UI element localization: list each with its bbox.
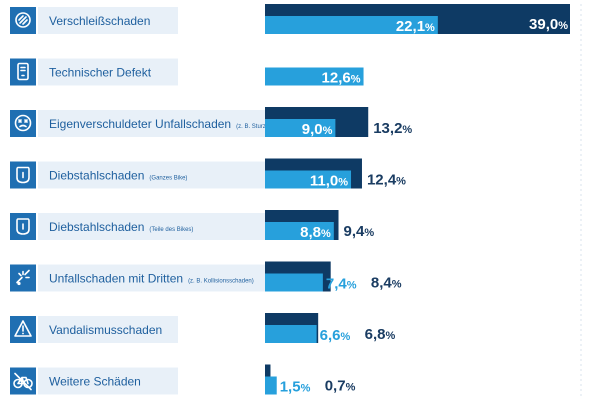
category-label-bg — [38, 264, 283, 292]
bar-light — [265, 376, 277, 395]
collision-icon — [10, 264, 36, 292]
value-label-light: 1,5% — [280, 379, 311, 396]
chart-row: Vandalismusschaden 6,8% 6,6% — [10, 313, 395, 344]
value-label-light: 9,0% — [302, 121, 333, 138]
category-label-bg — [38, 161, 283, 189]
value-label-dark: 6,8% — [365, 326, 396, 343]
bar-light — [265, 273, 323, 292]
chart-row: Diebstahlschaden (Ganzes Bike) 12,4% 11,0% — [10, 158, 406, 190]
category-label: Vandalismusschaden — [49, 323, 162, 337]
bicycle-icon — [10, 367, 36, 395]
bar-light — [265, 16, 438, 34]
value-label-light: 12,6% — [322, 70, 361, 87]
category-label-bg — [38, 7, 178, 34]
value-label-dark: 9,4% — [344, 223, 375, 240]
chart-row: Diebstahlschaden (Teile des Bikes) 9,4% 8,8… — [10, 210, 374, 241]
category-label-bg — [38, 367, 178, 395]
chart-row: Technischer Defekt 12,6% — [10, 58, 364, 87]
category-label-bg — [38, 316, 178, 343]
bar-light — [265, 170, 352, 189]
bar-light — [265, 325, 317, 343]
value-label-dark: 12,4% — [367, 172, 406, 189]
bar-light — [265, 119, 336, 137]
value-label-light: 8,8% — [300, 224, 331, 241]
value-label-light: 7,4% — [326, 276, 357, 293]
dizzy-face-icon — [10, 110, 36, 137]
category-label: Weitere Schäden — [49, 375, 141, 389]
bar-light — [265, 222, 334, 240]
chart-row: Verschleißschaden 39,0% 22,1% — [10, 4, 570, 35]
value-label-dark: 39,0% — [529, 16, 568, 33]
wear-icon — [10, 7, 36, 34]
device-icon — [10, 58, 36, 86]
warning-icon — [10, 316, 36, 343]
category-label: Unfallschaden mit Dritten (z. B. Kollisio… — [49, 272, 254, 286]
category-label: Diebstahlschaden (Ganzes Bike) — [49, 169, 187, 183]
chart-row: Unfallschaden mit Dritten (z. B. Kollisio… — [10, 261, 402, 293]
value-label-light: 11,0% — [310, 173, 348, 190]
bar-light — [265, 67, 364, 86]
chart-row: Eigenverschuldeter Unfallschaden (z. B. S… — [10, 107, 412, 138]
chart-rows: Verschleißschaden 39,0% 22,1% Technischer D… — [10, 4, 570, 396]
lock-icon — [10, 213, 36, 240]
value-label-light: 22,1% — [396, 18, 435, 35]
value-label-dark: 13,2% — [373, 120, 412, 137]
value-label-dark: 0,7% — [325, 378, 356, 395]
category-label-bg — [38, 213, 283, 240]
category-label: Eigenverschuldeter Unfallschaden (z. B. S… — [49, 117, 268, 131]
category-label: Verschleißschaden — [49, 14, 150, 28]
category-label: Diebstahlschaden (Teile des Bikes) — [49, 220, 193, 234]
category-label: Technischer Defekt — [49, 66, 152, 80]
category-label-bg — [38, 58, 178, 86]
value-label-dark: 8,4% — [371, 275, 402, 292]
chart-row: Weitere Schäden 0,7% 1,5% — [10, 364, 356, 396]
category-label-bg — [38, 110, 283, 137]
lock-icon — [10, 161, 36, 189]
value-label-light: 6,6% — [320, 327, 351, 344]
